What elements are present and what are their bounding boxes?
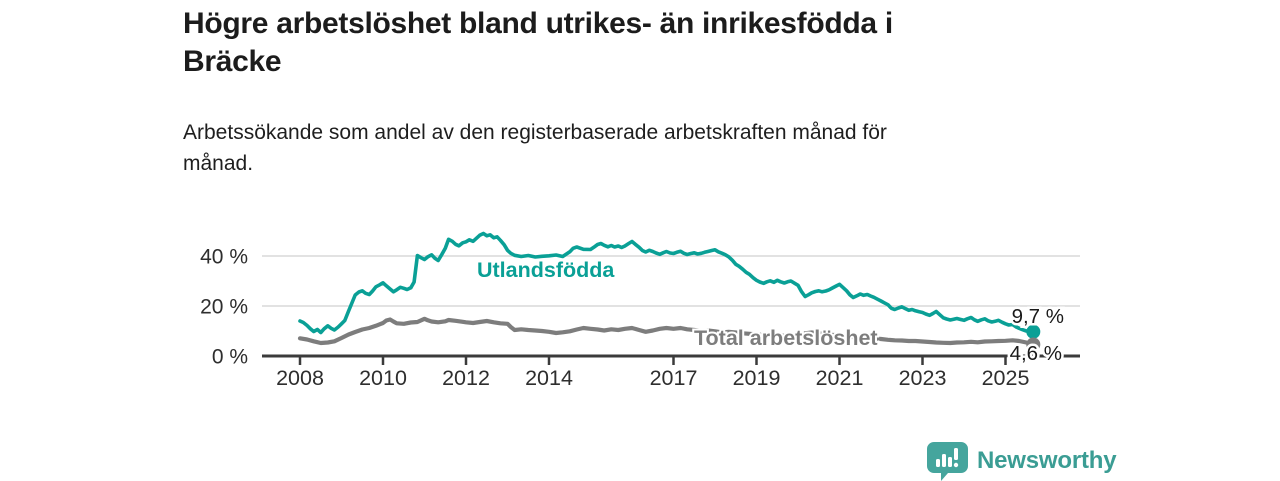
- series-end-dot: [1026, 337, 1041, 352]
- x-tick-label: 2023: [899, 366, 947, 390]
- x-tick-label: 2017: [650, 366, 698, 390]
- y-tick-label: 20 %: [200, 296, 248, 319]
- x-tick-label: 2010: [359, 366, 407, 390]
- x-tick-label: 2008: [276, 366, 324, 390]
- chart-subtitle-line-2: månad.: [183, 152, 254, 175]
- series-label: Utlandsfödda: [477, 258, 615, 282]
- series-label: Total arbetslöshet: [694, 326, 878, 350]
- y-tick-label: 0 %: [212, 346, 248, 369]
- x-tick-label: 2019: [733, 366, 781, 390]
- page-title-line-2: Bräcke: [183, 45, 282, 78]
- brand-logo: Newsworthy: [926, 441, 1117, 481]
- y-tick-label: 40 %: [200, 246, 248, 269]
- series-line-total: [297, 316, 1036, 347]
- end-value-label: 4,6 %: [1010, 342, 1062, 365]
- series-line-utlandsfodda: [298, 231, 1036, 335]
- x-tick-label: 2012: [442, 366, 490, 390]
- logo-bubble-shape: [927, 442, 968, 481]
- series-end-dot: [1026, 324, 1041, 339]
- x-tick-label: 2014: [525, 366, 573, 390]
- chart-subtitle-line-1: Arbetssökande som andel av den registerb…: [183, 121, 887, 144]
- page-title: Högre arbetslöshet bland utrikes- än inr…: [183, 5, 893, 81]
- x-tick-label: 2021: [816, 366, 864, 390]
- brand-name: Newsworthy: [977, 447, 1117, 474]
- logo-bars-icon: [936, 448, 959, 468]
- page-title-line-1: Högre arbetslöshet bland utrikes- än inr…: [183, 7, 893, 40]
- chart-subtitle: Arbetssökande som andel av den registerb…: [183, 117, 887, 179]
- end-value-label: 9,7 %: [1012, 305, 1064, 328]
- x-tick-label: 2025: [982, 366, 1030, 390]
- newsworthy-logo-icon: [927, 442, 968, 481]
